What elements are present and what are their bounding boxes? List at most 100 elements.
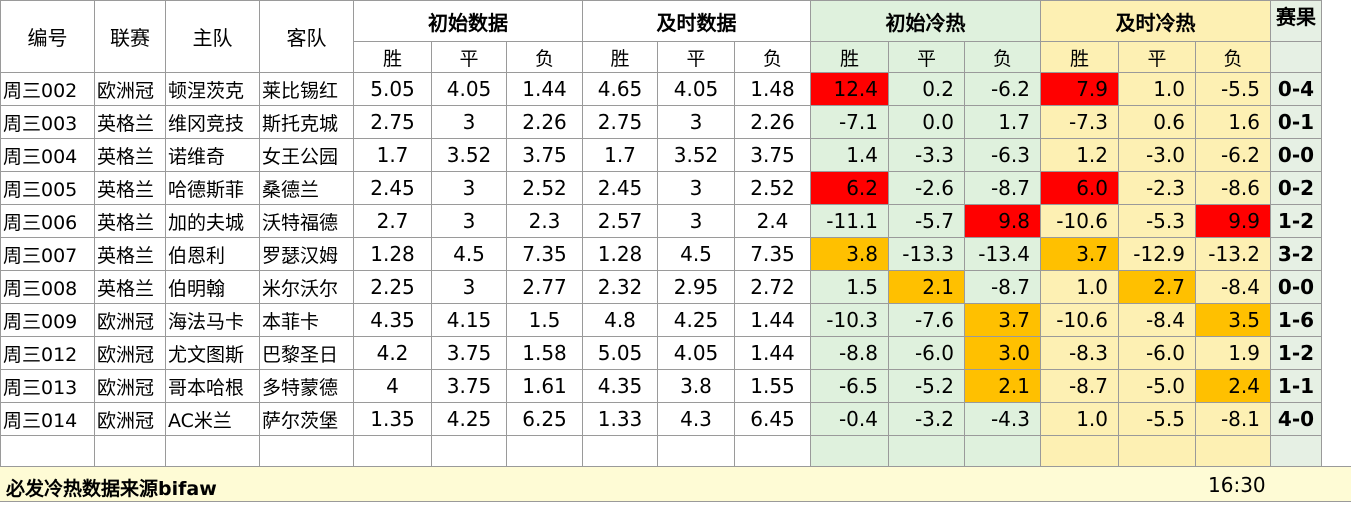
cell-id: 周三012: [0, 336, 95, 370]
cell-iheat-draw: -6.0: [888, 336, 965, 370]
cell-initial-win: 1.35: [353, 402, 432, 436]
cell-initial-draw: 3: [431, 204, 507, 238]
cell-live-loss: 1.44: [734, 303, 811, 337]
cell-initial-win: 1.28: [353, 237, 432, 271]
cell-initial-loss: 2.26: [506, 105, 583, 139]
sub-lheat-win: 胜: [1040, 41, 1119, 73]
cell-league: 英格兰: [94, 171, 166, 205]
cell-live-win: 2.45: [582, 171, 658, 205]
empty-cell: [165, 435, 260, 467]
cell-iheat-win: -11.1: [810, 204, 889, 238]
table-row: 周三013 欧洲冠 哥本哈根 多特蒙德 4 3.75 1.61 4.35 3.8…: [0, 369, 1322, 403]
cell-id: 周三007: [0, 237, 95, 271]
cell-away: 女王公园: [259, 138, 354, 172]
cell-away: 桑德兰: [259, 171, 354, 205]
cell-lheat-draw: -5.3: [1118, 204, 1196, 238]
cell-result: 0-1: [1270, 105, 1322, 139]
cell-initial-win: 2.7: [353, 204, 432, 238]
sub-initial-draw: 平: [431, 41, 507, 73]
cell-league: 英格兰: [94, 270, 166, 304]
cell-result: 1-2: [1270, 336, 1322, 370]
cell-iheat-draw: -7.6: [888, 303, 965, 337]
cell-initial-loss: 3.75: [506, 138, 583, 172]
empty-cell: [431, 435, 507, 467]
cell-home: AC米兰: [165, 402, 260, 436]
cell-iheat-loss: 3.0: [964, 336, 1041, 370]
cell-home: 顿涅茨克: [165, 72, 260, 106]
cell-initial-win: 1.7: [353, 138, 432, 172]
header-live-heat: 及时冷热: [1040, 0, 1271, 42]
cell-result: 3-2: [1270, 237, 1322, 271]
cell-iheat-loss: -13.4: [964, 237, 1041, 271]
cell-iheat-draw: 0.0: [888, 105, 965, 139]
cell-lheat-draw: 0.6: [1118, 105, 1196, 139]
cell-iheat-draw: -5.2: [888, 369, 965, 403]
cell-away: 莱比锡红: [259, 72, 354, 106]
cell-away: 多特蒙德: [259, 369, 354, 403]
cell-result: 0-0: [1270, 138, 1322, 172]
sub-iheat-loss: 负: [964, 41, 1041, 73]
empty-cell: [888, 435, 965, 467]
cell-initial-draw: 4.5: [431, 237, 507, 271]
cell-initial-draw: 3: [431, 105, 507, 139]
cell-away: 巴黎圣日: [259, 336, 354, 370]
cell-lheat-win: -10.6: [1040, 303, 1119, 337]
cell-initial-win: 2.25: [353, 270, 432, 304]
table-row: 周三003 英格兰 维冈竞技 斯托克城 2.75 3 2.26 2.75 3 2…: [0, 105, 1322, 139]
cell-initial-loss: 1.58: [506, 336, 583, 370]
sub-live-loss: 负: [734, 41, 811, 73]
cell-home: 海法马卡: [165, 303, 260, 337]
empty-cell: [734, 435, 811, 467]
cell-iheat-win: 1.4: [810, 138, 889, 172]
cell-initial-win: 4.2: [353, 336, 432, 370]
cell-live-win: 2.32: [582, 270, 658, 304]
cell-live-loss: 1.55: [734, 369, 811, 403]
table-row: 周三012 欧洲冠 尤文图斯 巴黎圣日 4.2 3.75 1.58 5.05 4…: [0, 336, 1322, 370]
cell-lheat-win: -7.3: [1040, 105, 1119, 139]
cell-id: 周三013: [0, 369, 95, 403]
cell-lheat-win: 1.2: [1040, 138, 1119, 172]
cell-result: 0-0: [1270, 270, 1322, 304]
cell-away: 斯托克城: [259, 105, 354, 139]
cell-home: 哥本哈根: [165, 369, 260, 403]
cell-id: 周三009: [0, 303, 95, 337]
cell-lheat-draw: -5.5: [1118, 402, 1196, 436]
header-row-groups: 编号 联赛 主队 客队 初始数据 及时数据 初始冷热 及时冷热 赛果: [0, 0, 1322, 73]
cell-iheat-loss: 3.7: [964, 303, 1041, 337]
header-result: 赛果: [1270, 0, 1322, 42]
odds-heat-table: 编号 联赛 主队 客队 初始数据 及时数据 初始冷热 及时冷热 赛果 胜 平 负…: [0, 0, 1322, 467]
cell-lheat-loss: 2.4: [1195, 369, 1271, 403]
empty-cell: [0, 435, 95, 467]
cell-league: 英格兰: [94, 204, 166, 238]
cell-live-loss: 2.26: [734, 105, 811, 139]
cell-live-draw: 4.25: [657, 303, 735, 337]
cell-lheat-draw: 2.7: [1118, 270, 1196, 304]
cell-initial-draw: 3: [431, 171, 507, 205]
cell-initial-draw: 3.75: [431, 369, 507, 403]
cell-league: 欧洲冠: [94, 402, 166, 436]
cell-live-win: 4.35: [582, 369, 658, 403]
table-row: 周三002 欧洲冠 顿涅茨克 莱比锡红 5.05 4.05 1.44 4.65 …: [0, 72, 1322, 106]
table-row: 周三007 英格兰 伯恩利 罗瑟汉姆 1.28 4.5 7.35 1.28 4.…: [0, 237, 1322, 271]
cell-live-loss: 1.44: [734, 336, 811, 370]
cell-away: 罗瑟汉姆: [259, 237, 354, 271]
header-away: 客队: [259, 0, 354, 73]
cell-lheat-win: 1.0: [1040, 402, 1119, 436]
data-source-note: 必发冷热数据来源bifaw: [6, 478, 217, 500]
cell-live-win: 4.8: [582, 303, 658, 337]
cell-away: 米尔沃尔: [259, 270, 354, 304]
cell-lheat-loss: 1.6: [1195, 105, 1271, 139]
sub-initial-loss: 负: [506, 41, 583, 73]
cell-iheat-draw: -3.2: [888, 402, 965, 436]
cell-iheat-win: -10.3: [810, 303, 889, 337]
cell-initial-win: 4.35: [353, 303, 432, 337]
cell-result: 1-1: [1270, 369, 1322, 403]
cell-live-win: 4.65: [582, 72, 658, 106]
empty-cell: [259, 435, 354, 467]
cell-lheat-draw: 1.0: [1118, 72, 1196, 106]
cell-iheat-draw: -5.7: [888, 204, 965, 238]
cell-iheat-loss: 9.8: [964, 204, 1041, 238]
sub-result-blank: [1270, 41, 1322, 73]
cell-result: 4-0: [1270, 402, 1322, 436]
cell-live-draw: 2.95: [657, 270, 735, 304]
